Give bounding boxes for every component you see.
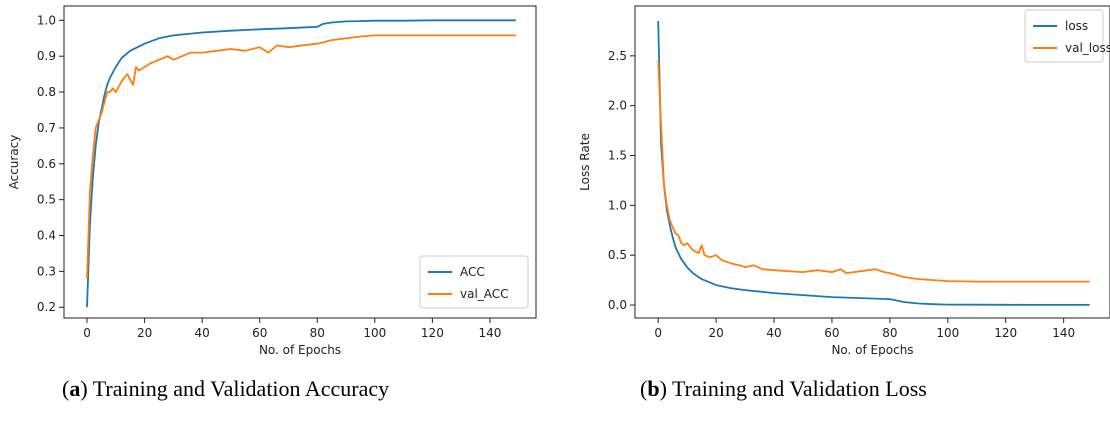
x-tick-label: 60 bbox=[824, 326, 839, 340]
legend: loss val_loss bbox=[1024, 9, 1110, 63]
x-tick-label: 80 bbox=[310, 326, 325, 340]
x-tick-label: 40 bbox=[766, 326, 781, 340]
caption-a-text: Training and Validation Accuracy bbox=[92, 376, 390, 401]
y-tick-label: 2.5 bbox=[608, 49, 627, 63]
y-tick-label: 0.0 bbox=[608, 298, 627, 312]
y-tick-label: 1.0 bbox=[608, 198, 627, 212]
x-tick-label: 0 bbox=[83, 326, 91, 340]
y-tick-label: 0.6 bbox=[37, 157, 56, 171]
x-tick-label: 0 bbox=[654, 326, 662, 340]
x-tick-label: 20 bbox=[137, 326, 152, 340]
y-tick-label: 0.4 bbox=[37, 229, 56, 243]
y-tick-label: 1.0 bbox=[37, 13, 56, 27]
x-tick-label: 100 bbox=[936, 326, 959, 340]
caption-b: (b) Training and Validation Loss bbox=[640, 376, 927, 401]
series-line-val-loss bbox=[657, 60, 1090, 283]
legend: ACC val_ACC bbox=[419, 255, 529, 309]
y-tick-label: 0.3 bbox=[37, 264, 56, 278]
caption-b-letter: b bbox=[647, 376, 660, 401]
y-axis-label: Loss Rate bbox=[578, 133, 592, 191]
x-tick-label: 100 bbox=[363, 326, 386, 340]
x-tick-label: 80 bbox=[882, 326, 897, 340]
x-tick-label: 140 bbox=[1052, 326, 1075, 340]
legend-label: ACC bbox=[460, 265, 485, 279]
x-axis-label: No. of Epochs bbox=[259, 343, 341, 357]
x-tick-label: 40 bbox=[195, 326, 210, 340]
y-tick-label: 2.0 bbox=[608, 99, 627, 113]
x-tick-label: 120 bbox=[421, 326, 444, 340]
caption-a: (a) Training and Validation Accuracy bbox=[62, 376, 390, 401]
x-tick-label: 120 bbox=[994, 326, 1017, 340]
series-line-loss bbox=[657, 20, 1090, 306]
x-tick-label: 20 bbox=[708, 326, 723, 340]
caption-a-letter: a bbox=[69, 376, 81, 401]
y-tick-label: 0.8 bbox=[37, 85, 56, 99]
y-tick-label: 0.7 bbox=[37, 121, 56, 135]
y-tick-label: 0.9 bbox=[37, 49, 56, 63]
y-tick-label: 0.5 bbox=[608, 248, 627, 262]
y-tick-label: 0.2 bbox=[37, 300, 56, 314]
series-line-val-acc bbox=[86, 34, 516, 279]
legend-label: val_ACC bbox=[460, 287, 509, 301]
x-axis-label: No. of Epochs bbox=[831, 343, 913, 357]
x-tick-label: 140 bbox=[478, 326, 501, 340]
y-axis-label: Accuracy bbox=[7, 135, 21, 190]
accuracy-chart: 0 20 40 60 80 100 120 140 0.2 0.3 0.4 0.5 0.6 0.7 0.8 0… bbox=[7, 5, 537, 357]
caption-b-text: Training and Validation Loss bbox=[672, 376, 927, 401]
y-tick-label: 1.5 bbox=[608, 149, 627, 163]
x-tick-label: 60 bbox=[252, 326, 267, 340]
y-tick-label: 0.5 bbox=[37, 193, 56, 207]
legend-label: val_loss bbox=[1065, 41, 1110, 55]
legend-label: loss bbox=[1065, 19, 1088, 33]
loss-chart: 0 20 40 60 80 100 120 140 0.0 0.5 1.0 1.5 2.0 2.5 No. … bbox=[578, 5, 1110, 357]
